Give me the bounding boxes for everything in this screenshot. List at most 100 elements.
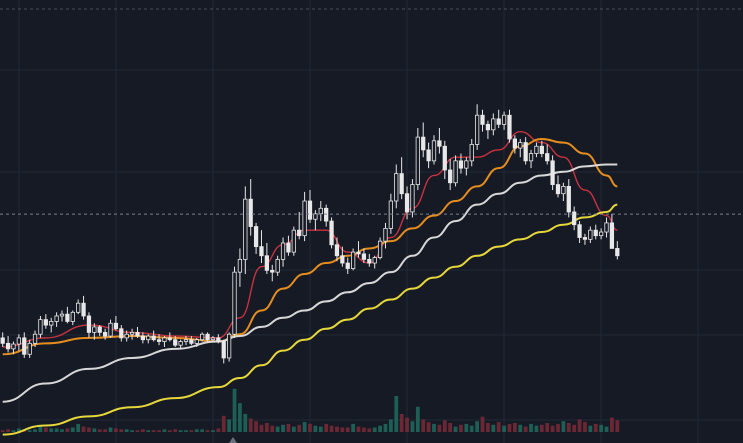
volume-bar xyxy=(92,428,97,432)
volume-bar xyxy=(313,425,318,432)
candle-body xyxy=(491,118,496,131)
volume-bar xyxy=(97,429,102,432)
ma-line-3 xyxy=(2,203,618,436)
volume-bar xyxy=(308,423,312,432)
volume-bar xyxy=(108,427,113,432)
candle-body xyxy=(253,226,259,248)
volume-bar xyxy=(469,425,474,432)
volume-bar xyxy=(394,396,399,432)
volume-bar xyxy=(486,423,490,432)
volume-bar xyxy=(610,417,614,432)
candle-body xyxy=(205,333,210,341)
candle-body xyxy=(399,173,404,195)
candle-body xyxy=(124,333,129,339)
volume-bar xyxy=(399,414,404,432)
volume-bar xyxy=(135,430,140,432)
volume-bar xyxy=(351,423,356,432)
candle-body xyxy=(259,246,264,257)
volume-bar xyxy=(388,419,393,432)
volume-bar xyxy=(572,424,577,432)
volume-bar xyxy=(65,428,70,432)
volume-bar xyxy=(545,423,550,432)
candle-body xyxy=(329,220,334,246)
candle-body xyxy=(480,114,485,125)
candle-body xyxy=(534,145,539,154)
candle-body xyxy=(507,114,512,140)
candle-body xyxy=(588,229,593,240)
volume-bar xyxy=(577,419,582,432)
volume-bar xyxy=(453,426,458,432)
candle-body xyxy=(550,160,555,185)
candle-body xyxy=(291,229,296,253)
candle-body xyxy=(340,255,345,264)
candle-body xyxy=(189,339,194,344)
candle-body xyxy=(523,142,528,162)
volume-bar xyxy=(556,423,560,432)
volume-bar xyxy=(114,428,118,432)
candle-body xyxy=(286,242,291,253)
volume-bar xyxy=(491,424,496,432)
volume-bar xyxy=(205,430,210,432)
candle-body xyxy=(227,333,232,359)
candle-body xyxy=(16,337,21,345)
volume-bar xyxy=(16,428,21,432)
candle-body xyxy=(97,326,102,333)
candle-body xyxy=(313,213,318,220)
candle-body xyxy=(264,255,269,271)
candle-body xyxy=(518,142,523,149)
volume-bar xyxy=(329,425,334,432)
candle-body xyxy=(356,251,361,255)
volume-bar xyxy=(6,429,10,432)
candle-body xyxy=(367,258,372,264)
volume-bar xyxy=(356,426,361,432)
volume-bar xyxy=(426,422,431,432)
volume-bar xyxy=(512,423,517,432)
candle-body xyxy=(38,319,43,335)
candle-body xyxy=(275,258,280,273)
volume-bar xyxy=(318,426,323,432)
volume-bar xyxy=(437,424,442,432)
candle-body xyxy=(528,153,534,162)
volume-bar xyxy=(362,427,366,432)
volume-bar xyxy=(232,388,237,432)
candle-body xyxy=(372,257,377,264)
candle-body xyxy=(119,328,124,339)
candle-body xyxy=(194,339,199,344)
candle-body xyxy=(27,342,32,355)
volume-bar xyxy=(264,423,269,432)
volume-bar xyxy=(259,424,264,432)
volume-bar xyxy=(523,426,528,432)
candle-body xyxy=(501,114,507,125)
volume-bar xyxy=(324,423,329,432)
candle-body xyxy=(200,333,205,341)
candle-body xyxy=(555,184,561,195)
candle-body xyxy=(442,145,447,171)
volume-bar xyxy=(49,428,54,432)
volume-bar xyxy=(566,423,571,432)
volume-bar xyxy=(200,429,205,432)
volume-bar xyxy=(372,427,377,432)
candle-body xyxy=(383,227,388,242)
volume-bar xyxy=(415,406,420,432)
candle-body xyxy=(280,242,286,260)
price-candles xyxy=(0,104,620,364)
volume-bar xyxy=(448,423,453,432)
volume-bar xyxy=(254,421,258,432)
volume-bar xyxy=(54,428,59,432)
time-marker-icon xyxy=(229,437,237,443)
volume-bar xyxy=(480,416,485,432)
candle-body xyxy=(324,207,329,222)
candle-body xyxy=(545,153,550,162)
volume-bar xyxy=(119,429,124,432)
volume-bar xyxy=(178,430,183,432)
candle-body xyxy=(54,315,59,322)
volume-bar xyxy=(194,429,199,432)
volume-bar xyxy=(216,428,221,432)
volume-bar xyxy=(286,423,291,432)
candle-body xyxy=(59,313,65,317)
candle-body xyxy=(86,315,92,333)
volume-bar xyxy=(340,427,345,432)
volume-bar xyxy=(151,430,156,432)
